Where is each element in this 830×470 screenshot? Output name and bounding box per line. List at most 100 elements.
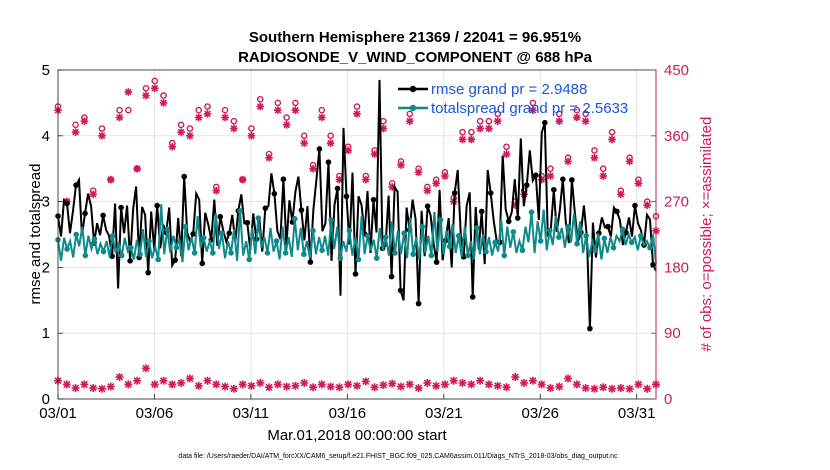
obs-assimilated-marker xyxy=(361,175,370,184)
obs-low-marker xyxy=(502,383,511,392)
rmse-point xyxy=(244,219,251,226)
obs-low-marker xyxy=(133,376,142,385)
rmse-point xyxy=(370,196,377,203)
obs-low-marker xyxy=(608,384,617,393)
spread-point xyxy=(464,252,471,259)
spread-point xyxy=(419,223,426,230)
obs-possible-marker xyxy=(256,95,264,103)
rmse-point xyxy=(217,213,224,220)
rmse-point xyxy=(560,176,566,183)
rmse-point xyxy=(73,182,79,188)
spread-point xyxy=(100,248,107,255)
obs-assimilated-marker xyxy=(168,142,177,151)
obs-low-marker xyxy=(282,382,291,391)
obs-low-marker xyxy=(273,380,282,389)
obs-low-marker xyxy=(616,384,625,393)
obs-low-marker xyxy=(62,380,71,389)
obs-assimilated-marker xyxy=(485,124,493,133)
obs-possible-marker xyxy=(608,128,616,136)
obs-low-marker xyxy=(361,377,370,386)
obs-assimilated-marker xyxy=(617,190,625,199)
spread-point xyxy=(565,223,571,230)
rmse-point xyxy=(532,172,539,179)
rmse-point xyxy=(424,203,431,210)
obs-assimilated-marker xyxy=(98,132,106,140)
spread-point xyxy=(428,252,435,259)
obs-possible-marker xyxy=(72,121,79,129)
spread-point xyxy=(501,252,508,259)
obs-possible-marker xyxy=(582,110,589,118)
obs-low-marker xyxy=(423,378,432,387)
spread-point xyxy=(628,239,635,246)
obs-assimilated-marker xyxy=(537,175,546,184)
rmse-point xyxy=(226,230,233,236)
obs-assimilated-marker xyxy=(89,190,97,199)
obs-assimilated-marker xyxy=(634,179,643,188)
spread-point xyxy=(383,234,389,240)
obs-assimilated-marker xyxy=(309,164,317,173)
spread-point xyxy=(155,256,161,263)
obs-low-marker xyxy=(256,378,265,387)
obs-low-marker xyxy=(634,380,643,389)
obs-low-marker xyxy=(141,364,150,373)
obs-low-marker xyxy=(467,380,476,389)
obs-low-marker xyxy=(80,380,89,389)
obs-assimilated-marker xyxy=(414,168,423,177)
obs-assimilated-marker xyxy=(291,106,300,115)
legend: rmse grand pr = 2.9488 totalspread grand… xyxy=(398,81,628,117)
obs-possible-marker xyxy=(300,132,308,140)
obs-assimilated-marker xyxy=(397,161,405,169)
obs-assimilated-marker xyxy=(80,117,89,125)
obs-assimilated-marker xyxy=(335,175,344,184)
obs-assimilated-marker xyxy=(177,128,185,136)
obs-assimilated-marker xyxy=(467,135,476,144)
spread-point xyxy=(638,233,644,239)
obs-low-marker xyxy=(599,383,608,392)
rmse-point xyxy=(614,208,620,215)
spread-point xyxy=(191,250,198,256)
obs-assimilated-marker xyxy=(493,117,502,125)
obs-possible-marker xyxy=(230,117,238,125)
obs-possible-marker xyxy=(116,106,123,114)
obs-low-marker xyxy=(458,378,467,387)
obs-possible-marker xyxy=(195,106,203,114)
legend-rmse-marker xyxy=(409,85,417,93)
spread-point xyxy=(364,233,371,239)
obs-low-marker xyxy=(484,380,493,389)
x-tick-label: 03/21 xyxy=(425,405,463,422)
obs-low-marker xyxy=(572,380,581,389)
obs-possible-marker xyxy=(283,114,290,121)
obs-possible-marker xyxy=(494,110,502,118)
obs-low-marker xyxy=(229,384,238,393)
obs-low-marker xyxy=(168,380,177,389)
spread-point xyxy=(173,244,180,251)
obs-assimilated-marker xyxy=(256,102,265,111)
x-tick-label: 03/31 xyxy=(618,405,656,422)
spread-point xyxy=(355,256,362,263)
obs-low-marker xyxy=(643,384,652,393)
rmse-point xyxy=(82,210,88,217)
rmse-point xyxy=(587,325,593,332)
x-tick-label: 03/26 xyxy=(521,405,559,422)
obs-assimilated-marker xyxy=(608,135,616,144)
obs-assimilated-marker xyxy=(124,88,133,96)
obs-assimilated-marker xyxy=(529,106,537,115)
spread-point xyxy=(346,227,353,234)
y-tick-label-right: 270 xyxy=(664,194,689,211)
legend-rmse-label: rmse grand pr = 2.9488 xyxy=(431,81,587,98)
obs-possible-marker xyxy=(318,106,326,114)
obs-possible-marker xyxy=(406,110,414,118)
obs-assimilated-marker xyxy=(133,164,141,173)
obs-low-marker xyxy=(185,374,194,383)
obs-markers xyxy=(54,77,660,393)
obs-possible-marker xyxy=(476,117,484,125)
rmse-point xyxy=(172,257,178,263)
spread-point xyxy=(128,244,134,251)
rmse-point xyxy=(316,146,323,152)
spread-point xyxy=(556,234,562,240)
y-tick-label-right: 90 xyxy=(664,325,681,342)
x-tick-label: 03/11 xyxy=(233,405,269,422)
x-tick-label: 03/16 xyxy=(329,405,367,422)
series-lines xyxy=(55,79,657,332)
legend-spread-label: totalspread grand pr = 2.5633 xyxy=(431,100,628,117)
